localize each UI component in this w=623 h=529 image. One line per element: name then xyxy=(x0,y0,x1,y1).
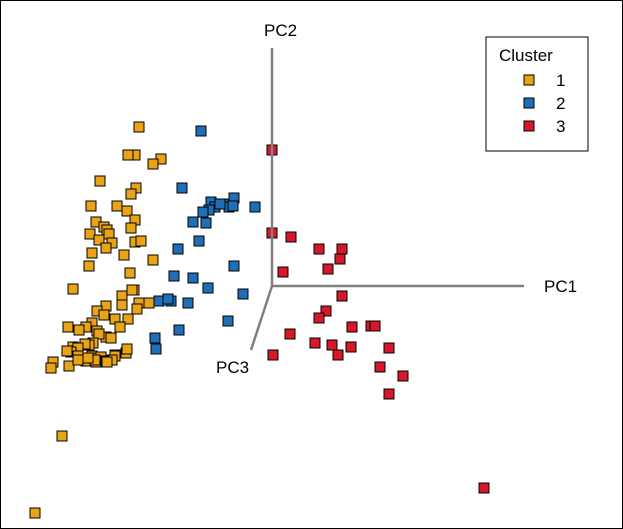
cluster-2-point xyxy=(200,217,212,229)
cluster-3-point xyxy=(336,243,348,255)
cluster-2-point xyxy=(162,293,174,305)
cluster-2-point xyxy=(182,297,194,309)
legend-label-2: 2 xyxy=(556,94,565,113)
cluster-1-point xyxy=(82,352,94,364)
legend-box xyxy=(485,36,589,152)
legend-swatch-2 xyxy=(523,97,535,109)
cluster-1-point xyxy=(126,284,138,296)
cluster-1-point xyxy=(121,343,133,355)
cluster-3-point xyxy=(320,305,332,317)
cluster-2-point xyxy=(172,243,184,255)
legend-label-1: 1 xyxy=(556,71,565,90)
cluster-1-point xyxy=(135,235,147,247)
cluster-2-point xyxy=(249,201,261,213)
cluster-1-point xyxy=(86,247,98,259)
cluster-1-point xyxy=(83,260,95,272)
cluster-3-point xyxy=(284,328,296,340)
cluster-2-point xyxy=(214,198,226,210)
points-layer xyxy=(29,121,490,519)
axis-pc3-line xyxy=(249,285,274,351)
axis-pc1-label: PC1 xyxy=(544,277,577,296)
cluster-1-point xyxy=(45,362,57,374)
axis-pc2-label: PC2 xyxy=(264,21,297,40)
cluster-2-point xyxy=(227,200,239,212)
legend-label-3: 3 xyxy=(556,117,565,136)
cluster-3-point xyxy=(383,388,395,400)
legend-items: 1 2 3 xyxy=(523,71,565,136)
cluster-1-point xyxy=(111,200,123,212)
cluster-1-point xyxy=(118,249,130,261)
cluster-1-point xyxy=(93,234,105,246)
cluster-1-point xyxy=(124,267,136,279)
cluster-1-point xyxy=(67,283,79,295)
cluster-1-point xyxy=(85,200,97,212)
cluster-1-point xyxy=(105,332,117,344)
cluster-2-point xyxy=(173,324,185,336)
cluster-1-point xyxy=(125,222,137,234)
cluster-1-point xyxy=(73,324,85,336)
cluster-1-point xyxy=(147,158,159,170)
cluster-3-point xyxy=(267,349,279,361)
cluster-2-point xyxy=(237,288,249,300)
cluster-1-point xyxy=(93,328,105,340)
cluster-2-point xyxy=(150,343,162,355)
cluster-1-point xyxy=(125,188,137,200)
cluster-1-point xyxy=(63,360,75,372)
cluster-1-point xyxy=(122,149,134,161)
cluster-2-point xyxy=(228,260,240,272)
cluster-3-point xyxy=(309,337,321,349)
cluster-1-point xyxy=(114,321,126,333)
cluster-2-point xyxy=(222,315,234,327)
legend-swatch-1 xyxy=(523,74,535,86)
cluster-3-point xyxy=(374,361,386,373)
cluster-3-point xyxy=(383,342,395,354)
cluster-1-point xyxy=(131,303,143,315)
cluster-3-point xyxy=(313,243,325,255)
cluster-1-point xyxy=(116,299,128,311)
cluster-1-point xyxy=(98,309,110,321)
cluster-1-point xyxy=(133,121,145,133)
cluster-3-point xyxy=(336,290,348,302)
cluster-1-point xyxy=(61,345,73,357)
cluster-3-point xyxy=(277,266,289,278)
cluster-2-point xyxy=(193,235,205,247)
cluster-1-point xyxy=(84,228,96,240)
legend-swatch-3 xyxy=(523,120,535,132)
cluster-2-point xyxy=(149,332,161,344)
cluster-1-point xyxy=(94,175,106,187)
cluster-2-point xyxy=(195,125,207,137)
cluster-3-point xyxy=(397,370,409,382)
legend: Cluster 1 2 3 xyxy=(485,36,589,152)
cluster-3-point xyxy=(326,339,338,351)
cluster-3-point xyxy=(285,231,297,243)
cluster-3-point xyxy=(478,482,490,494)
cluster-3-point xyxy=(332,349,344,361)
cluster-1-point xyxy=(29,507,41,519)
cluster-3-point xyxy=(369,320,381,332)
cluster-2-point xyxy=(187,216,199,228)
cluster-3-point xyxy=(313,312,325,324)
cluster-2-point xyxy=(197,206,209,218)
cluster-1-point xyxy=(101,356,113,368)
cluster-1-point xyxy=(100,242,112,254)
cluster-2-point xyxy=(176,182,188,194)
cluster-1-point xyxy=(62,321,74,333)
cluster-1-point xyxy=(72,354,84,366)
cluster-2-point xyxy=(168,270,180,282)
legend-title: Cluster xyxy=(499,46,553,65)
axis-pc3-label: PC3 xyxy=(216,358,249,377)
cluster-3-point xyxy=(334,253,346,265)
cluster-3-point xyxy=(322,263,334,275)
cluster-3-point xyxy=(345,341,357,353)
cluster-1-point xyxy=(143,297,155,309)
cluster-1-point xyxy=(56,430,68,442)
cluster-3-point xyxy=(346,321,358,333)
cluster-1-point xyxy=(122,313,134,325)
cluster-1-point xyxy=(121,205,133,217)
cluster-2-point xyxy=(187,272,199,284)
cluster-2-point xyxy=(202,282,214,294)
cluster-1-point xyxy=(147,254,159,266)
